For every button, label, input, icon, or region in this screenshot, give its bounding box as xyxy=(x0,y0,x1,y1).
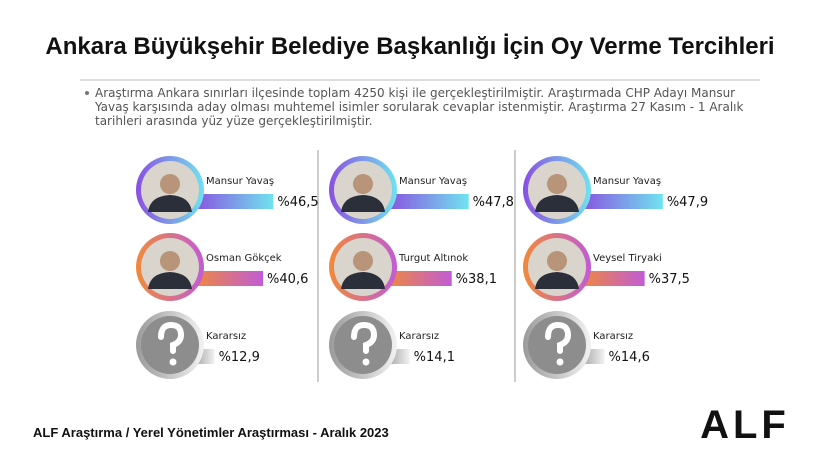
shoulders xyxy=(148,272,192,289)
shoulders xyxy=(341,272,385,289)
candidate-name: Mansur Yavaş xyxy=(593,176,661,187)
candidate-name: Mansur Yavaş xyxy=(399,176,467,187)
bar xyxy=(579,271,645,286)
footer: ALF Araştırma / Yerel Yönetimler Araştır… xyxy=(33,425,389,440)
shoulders xyxy=(341,195,385,212)
shoulders xyxy=(535,195,579,212)
value-label: %40,6 xyxy=(267,272,308,287)
value-label: %14,6 xyxy=(609,350,650,365)
title: Ankara Büyükşehir Belediye Başkanlığı İç… xyxy=(45,33,774,60)
bar xyxy=(385,271,452,286)
head xyxy=(547,174,567,194)
logo: ALF xyxy=(700,403,790,447)
candidate-name: Kararsız xyxy=(399,331,439,342)
candidate-name: Turgut Altınok xyxy=(398,253,468,264)
question-dot xyxy=(169,358,177,366)
shoulders xyxy=(535,272,579,289)
value-label: %12,9 xyxy=(219,350,260,365)
question-icon xyxy=(351,321,378,354)
candidate-name: Kararsız xyxy=(593,331,633,342)
bar xyxy=(385,194,469,209)
question-icon xyxy=(545,321,572,354)
value-label: %38,1 xyxy=(456,272,497,287)
candidate-name: Kararsız xyxy=(206,331,246,342)
value-label: %14,1 xyxy=(414,350,455,365)
head xyxy=(160,251,180,271)
question-dot xyxy=(362,358,370,366)
candidate-name: Veysel Tiryaki xyxy=(593,253,662,264)
description: Araştırma Ankara sınırları ilçesinde top… xyxy=(85,86,765,128)
value-label: %47,8 xyxy=(473,195,514,210)
head xyxy=(353,174,373,194)
question-icon xyxy=(158,321,185,354)
question-dot xyxy=(556,358,564,366)
bar xyxy=(192,271,264,286)
value-label: %47,9 xyxy=(667,195,708,210)
head xyxy=(547,251,567,271)
value-label: %46,5 xyxy=(277,195,318,210)
shoulders xyxy=(148,195,192,212)
candidate-name: Mansur Yavaş xyxy=(206,176,274,187)
value-label: %37,5 xyxy=(649,272,690,287)
head xyxy=(160,174,180,194)
head xyxy=(353,251,373,271)
bar xyxy=(579,194,663,209)
candidate-name: Osman Gökçek xyxy=(206,253,282,264)
bar xyxy=(192,194,274,209)
